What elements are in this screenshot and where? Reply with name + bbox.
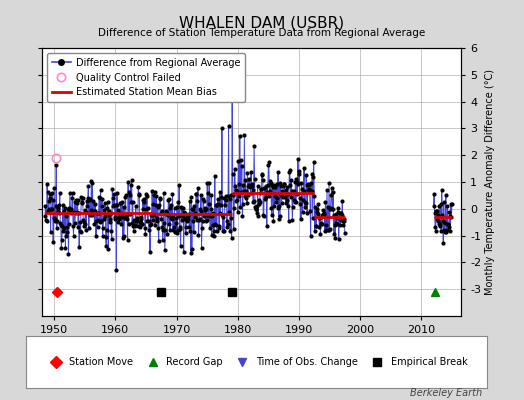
Legend: Station Move, Record Gap, Time of Obs. Change, Empirical Break: Station Move, Record Gap, Time of Obs. C… — [42, 353, 472, 371]
Y-axis label: Monthly Temperature Anomaly Difference (°C): Monthly Temperature Anomaly Difference (… — [485, 69, 495, 295]
Text: Berkeley Earth: Berkeley Earth — [410, 388, 482, 398]
Legend: Difference from Regional Average, Quality Control Failed, Estimated Station Mean: Difference from Regional Average, Qualit… — [47, 53, 245, 102]
Text: WHALEN DAM (USBR): WHALEN DAM (USBR) — [179, 16, 345, 31]
Text: Difference of Station Temperature Data from Regional Average: Difference of Station Temperature Data f… — [99, 28, 425, 38]
